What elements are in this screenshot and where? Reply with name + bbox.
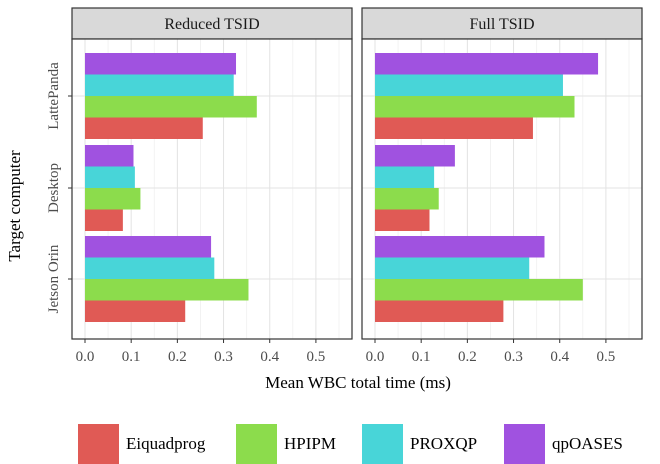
- x-tick-label: 0.4: [260, 349, 279, 365]
- x-tick-label: 0.1: [122, 349, 141, 365]
- bar-full-tsid-jetson-orin-hpipm: [375, 279, 583, 301]
- panels-layer: Reduced TSID 0.0 0.1 0.2 0.3 0.4 0.5 Full TSID 0…: [46, 7, 643, 365]
- x-tick-label: 0.5: [597, 349, 616, 365]
- bar-reduced-tsid-jetson-orin-proxqp: [85, 257, 215, 279]
- bar-full-tsid-desktop-eiquadprog: [375, 209, 430, 231]
- legend-item-hpipm: HPIPM: [236, 424, 336, 464]
- strip-title-full-tsid: Full TSID: [469, 16, 534, 33]
- legend-key-qpoases: [504, 424, 545, 464]
- strip-title-reduced-tsid: Reduced TSID: [164, 16, 259, 33]
- bar-full-tsid-lattepanda-eiquadprog: [375, 117, 533, 139]
- bar-reduced-tsid-jetson-orin-hpipm: [85, 279, 249, 301]
- x-tick-label: 0.5: [307, 349, 326, 365]
- legend-item-qpoases: qpOASES: [504, 424, 623, 464]
- y-axis: LattePanda Desktop Jetson Orin: [46, 62, 72, 313]
- bar-full-tsid-jetson-orin-eiquadprog: [375, 300, 504, 322]
- bar-reduced-tsid-jetson-orin-eiquadprog: [85, 300, 186, 322]
- strip-reduced-tsid: [71, 7, 353, 40]
- x-tick-label: 0.2: [458, 349, 477, 365]
- x-tick-label: 0.3: [504, 349, 523, 365]
- y-tick-label-desktop: Desktop: [46, 163, 62, 213]
- bar-full-tsid-jetson-orin-qpoases: [375, 236, 545, 258]
- legend-key-eiquadprog: [78, 424, 119, 464]
- legend-key-hpipm: [236, 424, 277, 464]
- panel-full-tsid: Full TSID 0.0 0.1 0.2 0.3 0.4 0.5: [361, 7, 643, 365]
- bar-reduced-tsid-lattepanda-qpoases: [85, 53, 237, 75]
- bar-full-tsid-desktop-qpoases: [375, 145, 455, 167]
- legend-label-qpoases: qpOASES: [552, 434, 623, 453]
- bar-full-tsid-lattepanda-hpipm: [375, 96, 575, 118]
- x-tick-label: 0.0: [76, 349, 95, 365]
- legend-label-hpipm: HPIPM: [284, 434, 336, 453]
- bar-reduced-tsid-desktop-eiquadprog: [85, 209, 123, 231]
- bar-full-tsid-lattepanda-proxqp: [375, 74, 563, 96]
- legend-item-eiquadprog: Eiquadprog: [78, 424, 206, 464]
- bar-full-tsid-desktop-proxqp: [375, 166, 435, 188]
- bar-reduced-tsid-desktop-qpoases: [85, 145, 134, 167]
- panel-reduced-tsid: Reduced TSID 0.0 0.1 0.2 0.3 0.4 0.5: [71, 7, 353, 365]
- panel-border-reduced-tsid: [71, 38, 353, 340]
- bar-full-tsid-jetson-orin-proxqp: [375, 257, 530, 279]
- legend: Eiquadprog HPIPM PROXQP qpOASES: [78, 424, 623, 464]
- bar-full-tsid-lattepanda-qpoases: [375, 53, 599, 75]
- legend-label-eiquadprog: Eiquadprog: [126, 434, 206, 453]
- strip-full-tsid: [361, 7, 643, 40]
- bar-reduced-tsid-lattepanda-eiquadprog: [85, 117, 203, 139]
- x-tick-label: 0.2: [168, 349, 187, 365]
- bar-reduced-tsid-lattepanda-proxqp: [85, 74, 234, 96]
- y-axis-title: Target computer: [5, 150, 24, 262]
- legend-label-proxqp: PROXQP: [410, 434, 477, 453]
- bar-reduced-tsid-lattepanda-hpipm: [85, 96, 257, 118]
- legend-item-proxqp: PROXQP: [362, 424, 477, 464]
- y-tick-label-jetson-orin: Jetson Orin: [46, 244, 62, 313]
- y-tick-label-lattepanda: LattePanda: [46, 62, 62, 130]
- bar-reduced-tsid-desktop-proxqp: [85, 166, 135, 188]
- legend-key-proxqp: [362, 424, 403, 464]
- x-axis-title: Mean WBC total time (ms): [265, 373, 451, 392]
- bar-full-tsid-desktop-hpipm: [375, 188, 439, 210]
- panel-border-full-tsid: [361, 38, 643, 340]
- bar-reduced-tsid-desktop-hpipm: [85, 188, 141, 210]
- x-tick-label: 0.4: [550, 349, 569, 365]
- bar-reduced-tsid-jetson-orin-qpoases: [85, 236, 212, 258]
- x-tick-label: 0.0: [366, 349, 385, 365]
- x-tick-label: 0.3: [214, 349, 233, 365]
- x-tick-label: 0.1: [412, 349, 431, 365]
